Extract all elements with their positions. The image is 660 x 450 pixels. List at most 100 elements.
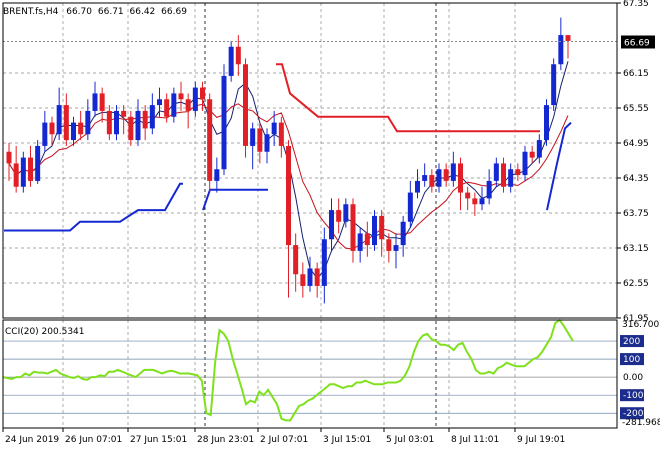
candle-body [6, 151, 12, 164]
cci-level-label: 100 [623, 355, 640, 365]
cci-subwindow [2, 318, 617, 428]
ohlc-high: 66.71 [98, 7, 124, 17]
candle-body [99, 93, 105, 111]
current-price-badge-box [621, 35, 655, 49]
main-price-chart [3, 2, 617, 428]
candle-body [407, 192, 413, 222]
time-tick-label: 28 Jun 23:01 [197, 435, 254, 445]
candle-body [85, 110, 91, 135]
candle-body [20, 157, 26, 187]
ohlc-low: 66.42 [130, 7, 156, 17]
candle-body [78, 122, 84, 135]
candle-body [149, 105, 155, 129]
cci-max-label: 316.7007 [622, 320, 660, 330]
price-tick-label: 62.55 [623, 279, 649, 289]
candle-body [271, 122, 277, 135]
cci-axis: 200 100 0.00 -100 -200 316.7007 -281.968 [620, 320, 660, 428]
cci-level-badge [620, 407, 644, 420]
cci-level-badge [620, 335, 644, 348]
cci-level-label: 200 [623, 337, 640, 347]
candle-body [164, 99, 170, 117]
time-tick-label: 26 Jun 07:01 [65, 435, 122, 445]
stop-segment [546, 121, 572, 211]
cci-min-label: -281.968 [622, 418, 660, 428]
candle-body [178, 93, 184, 100]
current-price-badge: 66.69 [621, 35, 655, 49]
candle-body [13, 163, 19, 187]
candle-body [71, 122, 76, 141]
time-tick-label: 27 Jun 15:01 [130, 435, 187, 445]
stop-segment [276, 63, 540, 133]
main-chart-frame [2, 2, 618, 319]
candle-body [350, 204, 356, 251]
candle-body [185, 99, 191, 111]
candle-body [479, 198, 485, 205]
chart-title: BRENT.fs,H4 66.70 66.71 66.42 66.69 [3, 7, 187, 17]
candle-body [329, 210, 334, 240]
candle-body [286, 145, 291, 246]
time-tick-label: 8 Jul 11:01 [451, 435, 499, 445]
cci-level-label: -200 [623, 409, 644, 419]
price-tick-label: 63.75 [623, 209, 649, 219]
candle-body [314, 268, 320, 286]
candle-body [264, 134, 270, 152]
candle-body [106, 110, 112, 135]
candle-body [171, 93, 177, 117]
cci-line [2, 318, 574, 422]
candle-body [243, 64, 248, 146]
candle-body [250, 128, 256, 146]
candle-body [207, 99, 213, 181]
cci-label: CCI(20) 200.5341 [5, 327, 85, 337]
candle-body [522, 151, 528, 176]
ohlc-open: 66.70 [66, 7, 92, 17]
candle-body [508, 169, 514, 187]
candle-body [336, 210, 342, 222]
candle-body [200, 87, 205, 100]
candle-body [364, 233, 370, 246]
candle-body [544, 105, 549, 141]
time-tick-label: 9 Jul 19:01 [517, 435, 565, 445]
candle-body [379, 215, 385, 240]
candle-body [450, 163, 456, 181]
candle-body [357, 233, 363, 251]
candle-body [436, 169, 442, 187]
price-tick-label: 67.35 [623, 0, 649, 9]
candle-body [501, 163, 506, 187]
candle-body [343, 204, 349, 222]
cci-level-badge [620, 353, 644, 366]
candle-body [565, 35, 571, 41]
candles-group [6, 17, 571, 304]
chart-symbol-label: BRENT.fs,H4 [3, 7, 59, 17]
candle-body [372, 215, 377, 246]
current-price-text: 66.69 [624, 39, 650, 49]
candle-body [28, 157, 33, 181]
candle-body [157, 99, 162, 106]
candle-body [63, 105, 69, 141]
candle-body [458, 163, 463, 193]
candle-body [278, 122, 284, 146]
time-tick-label: 2 Jul 07:01 [260, 435, 308, 445]
candle-body [472, 198, 478, 205]
candle-body [486, 180, 492, 199]
candle-body [128, 116, 134, 141]
price-tick-label: 65.55 [623, 104, 649, 114]
price-axis: 67.35 66.15 65.55 64.95 64.35 63.75 63.15 62.55… [617, 0, 649, 324]
candle-body [235, 46, 241, 65]
candle-body [135, 110, 141, 141]
candle-body [400, 221, 406, 246]
candle-body [35, 145, 41, 181]
candle-body [422, 175, 428, 181]
candle-body [56, 105, 62, 135]
price-tick-label: 64.95 [623, 139, 649, 149]
candle-body [114, 110, 119, 135]
candle-body [529, 151, 535, 158]
candle-body [221, 75, 227, 170]
candle-body [551, 64, 557, 106]
candle-body [415, 180, 420, 193]
candle-body [42, 122, 48, 146]
candle-body [49, 122, 55, 135]
candle-body [121, 110, 127, 117]
stop-segment [4, 182, 183, 232]
candle-body [192, 87, 198, 111]
